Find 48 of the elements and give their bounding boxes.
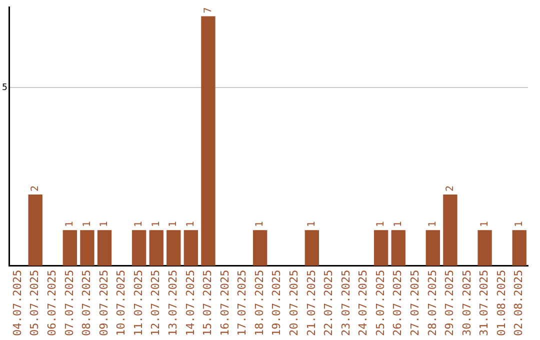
x-tick-label: 29.07.2025 xyxy=(443,270,456,336)
x-tick-label: 25.07.2025 xyxy=(374,270,387,336)
data-label: 1 xyxy=(479,221,490,228)
x-tick-label: 20.07.2025 xyxy=(288,270,300,336)
x-tick-label: 21.07.2025 xyxy=(304,270,318,336)
x-tick-label: 19.07.2025 xyxy=(270,270,284,336)
data-label: 1 xyxy=(64,221,76,228)
x-tick-label: 28.07.2025 xyxy=(426,270,439,336)
data-label: 1 xyxy=(376,221,387,228)
x-tick-label: 23.07.2025 xyxy=(339,270,352,336)
x-tick-label: 15.07.2025 xyxy=(201,270,214,336)
x-tick-label: 26.07.2025 xyxy=(391,270,404,336)
data-label: 1 xyxy=(168,221,180,228)
x-tick-label: 12.07.2025 xyxy=(149,270,162,336)
x-tick-label: 02.08.2025 xyxy=(512,270,526,336)
x-tick-label: 24.07.2025 xyxy=(356,270,370,336)
x-tick-label: 14.07.2025 xyxy=(184,270,197,336)
x-tick-label: 13.07.2025 xyxy=(166,270,180,336)
x-tick-label: 18.07.2025 xyxy=(252,270,266,336)
x-tick-label: 10.07.2025 xyxy=(114,270,128,336)
x-tick-label: 06.07.2025 xyxy=(45,270,58,336)
x-tick-label: 01.08.2025 xyxy=(494,270,508,336)
data-label: 1 xyxy=(150,221,162,228)
data-label: 1 xyxy=(99,221,110,228)
x-tick-label: 27.07.2025 xyxy=(408,270,422,336)
x-tick-label: 17.07.2025 xyxy=(236,270,249,336)
x-tick-label: 16.07.2025 xyxy=(218,270,232,336)
x-tick-label: 05.07.2025 xyxy=(28,270,42,336)
data-label: 1 xyxy=(392,221,404,228)
data-label: 1 xyxy=(514,221,525,228)
data-label: 1 xyxy=(254,221,266,228)
x-tick-label: 11.07.2025 xyxy=(132,270,145,336)
data-label: 1 xyxy=(428,221,439,228)
x-tick-label: 08.07.2025 xyxy=(80,270,94,336)
data-label: 2 xyxy=(30,185,41,192)
data-label: 1 xyxy=(134,221,145,228)
x-tick-label: 31.07.2025 xyxy=(478,270,491,336)
data-label: 1 xyxy=(306,221,318,228)
y-tick-label: 5 xyxy=(2,82,8,93)
data-label: 7 xyxy=(202,7,214,14)
x-tick-label: 07.07.2025 xyxy=(62,270,76,336)
x-tick-label: 22.07.2025 xyxy=(322,270,336,336)
x-tick-label: 09.07.2025 xyxy=(97,270,110,336)
data-label: 1 xyxy=(82,221,93,228)
x-tick-label: 04.07.2025 xyxy=(10,270,24,336)
data-label: 2 xyxy=(444,185,456,192)
data-label: 1 xyxy=(186,221,197,228)
x-tick-label: 30.07.2025 xyxy=(460,270,474,336)
